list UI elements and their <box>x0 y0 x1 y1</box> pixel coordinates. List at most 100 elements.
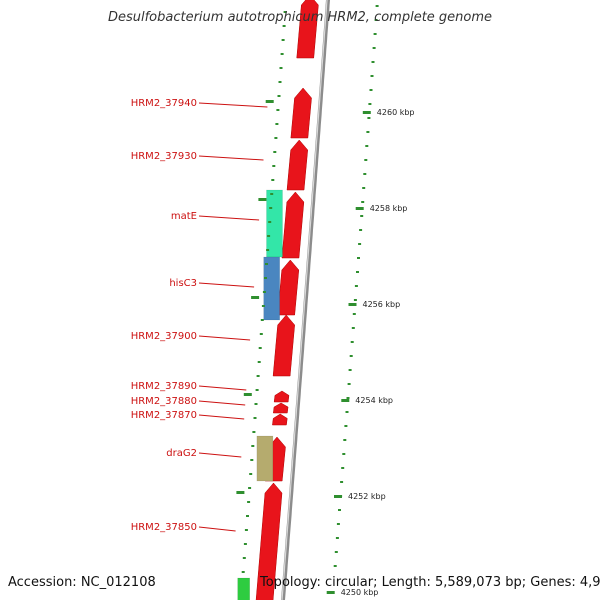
inner-tick <box>261 305 265 307</box>
minor-tick <box>361 201 365 203</box>
inner-tick <box>250 459 254 461</box>
minor-tick <box>343 439 347 441</box>
inner-tick <box>272 165 276 167</box>
gene-label: HRM2_37870 <box>131 410 197 421</box>
gene-label: hisC3 <box>169 278 197 289</box>
inner-tick <box>268 221 272 223</box>
minor-tick <box>338 509 341 511</box>
inner-tick <box>243 543 247 545</box>
inner-tick <box>242 557 246 559</box>
minor-tick <box>364 159 368 161</box>
inner-major-tick <box>251 296 260 299</box>
minor-tick <box>335 537 339 539</box>
inner-tick <box>246 515 249 517</box>
inner-tick <box>256 375 260 377</box>
gene-leader-line <box>198 215 260 221</box>
inner-tick <box>264 277 267 279</box>
minor-tick <box>350 341 354 343</box>
minor-tick <box>354 285 358 287</box>
inner-tick <box>277 95 281 97</box>
gene-label: HRM2_37940 <box>131 98 197 109</box>
minor-tick <box>347 383 351 385</box>
topology-text: Topology: circular; Length: 5,589,073 bp… <box>260 575 600 590</box>
inner-tick <box>254 403 258 405</box>
gene-arrow <box>290 87 312 139</box>
minor-tick <box>357 257 360 259</box>
tick-label: 4250 kbp <box>341 588 379 597</box>
tick-label: 4252 kbp <box>348 492 386 501</box>
gene-leader-line <box>198 452 242 458</box>
minor-tick <box>336 523 340 525</box>
inner-tick <box>281 39 285 41</box>
inner-tick <box>262 291 266 293</box>
gene-label: HRM2_37930 <box>131 151 197 162</box>
major-tick <box>326 591 335 594</box>
minor-tick <box>369 89 373 91</box>
gene-arrow <box>286 139 308 191</box>
gene-leader-line <box>198 400 246 406</box>
minor-tick <box>363 173 367 175</box>
minor-tick <box>334 551 338 553</box>
minor-tick <box>341 467 345 469</box>
gene-block-draG2 <box>256 435 274 482</box>
gene-leader-line <box>198 526 236 532</box>
major-tick <box>341 399 350 402</box>
inner-tick <box>253 417 257 419</box>
gene-arrow <box>296 0 319 59</box>
inner-tick <box>260 319 264 321</box>
backbone-line <box>280 0 331 600</box>
gene-block-bottom <box>237 577 250 600</box>
inner-tick <box>282 25 286 27</box>
gene-leader-line <box>198 385 247 391</box>
minor-tick <box>340 481 344 483</box>
inner-major-tick <box>258 198 267 201</box>
scale-ticks-layer: 4260 kbp 4258 kbp 4256 kbp 4254 kbp 4252 kbp… <box>236 5 415 597</box>
inner-tick <box>251 445 255 447</box>
gene-label: HRM2_37850 <box>131 522 197 533</box>
inner-tick <box>255 389 259 391</box>
minor-tick <box>352 313 356 315</box>
accession-text: Accession: NC_012108 <box>8 575 156 590</box>
inner-tick <box>249 473 253 475</box>
gene-arrow <box>281 191 305 259</box>
inner-tick <box>274 137 278 139</box>
gene-leader-line <box>198 335 251 341</box>
minor-tick <box>366 131 370 133</box>
tick-label: 4256 kbp <box>363 300 401 309</box>
major-tick <box>362 111 371 114</box>
inner-tick <box>270 193 274 195</box>
minor-tick <box>374 19 378 21</box>
tick-label: 4260 kbp <box>377 108 415 117</box>
minor-tick <box>344 425 348 427</box>
inner-tick <box>283 11 287 13</box>
inner-major-tick <box>265 100 274 103</box>
gene-arrow <box>272 314 295 377</box>
inner-tick <box>258 347 262 349</box>
backbone-highlight <box>281 0 328 600</box>
inner-major-tick <box>236 491 245 494</box>
inner-tick <box>279 67 283 69</box>
gene-arrow <box>255 482 283 600</box>
gene-label: draG2 <box>166 448 197 459</box>
inner-tick <box>269 207 273 209</box>
map-title: Desulfobacterium autotrophicum HRM2, com… <box>107 10 493 25</box>
gene-arrow <box>273 390 290 403</box>
inner-tick <box>267 235 271 237</box>
major-tick <box>348 303 357 306</box>
tick-label: 4258 kbp <box>370 204 408 213</box>
inner-tick <box>273 151 277 153</box>
inner-tick <box>276 109 280 111</box>
minor-tick <box>372 47 376 49</box>
tick-label: 4254 kbp <box>355 396 393 405</box>
inner-tick <box>266 249 270 251</box>
gene-leader-line <box>198 155 264 161</box>
gene-arrow <box>273 402 289 414</box>
gene-block-hisC3 <box>263 256 280 321</box>
minor-tick <box>362 187 366 189</box>
minor-tick <box>371 61 375 63</box>
gene-arrow <box>277 259 300 316</box>
minor-tick <box>368 103 372 105</box>
minor-tick <box>358 243 362 245</box>
minor-tick <box>345 411 349 413</box>
